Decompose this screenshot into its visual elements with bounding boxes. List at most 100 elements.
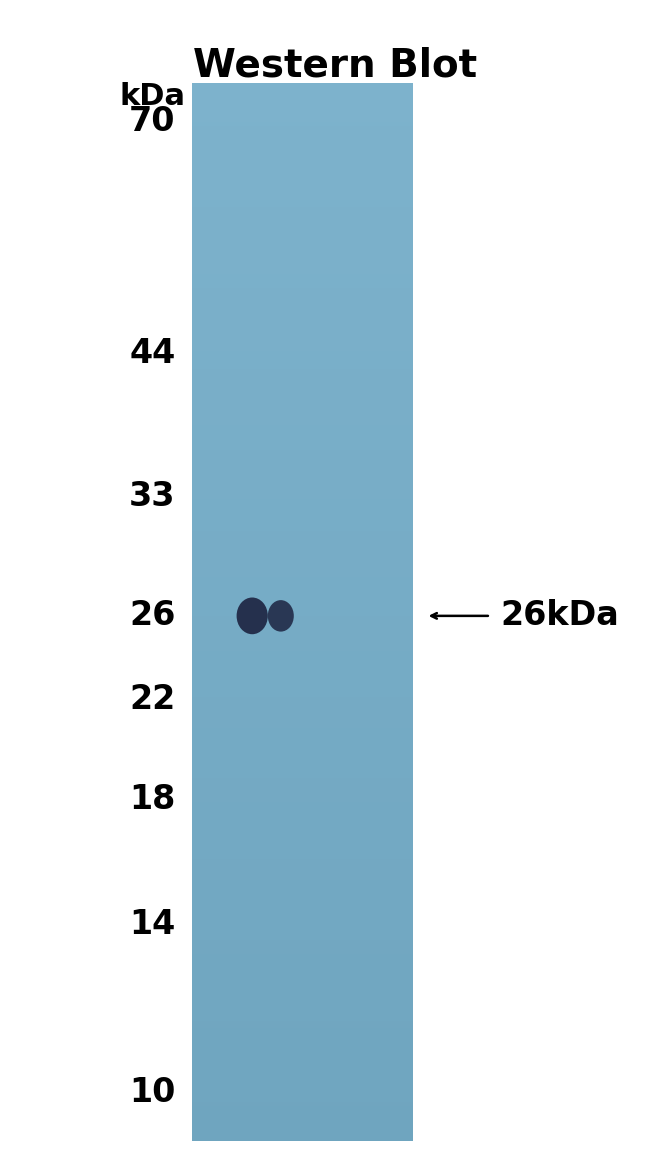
Bar xyxy=(192,774,413,779)
Bar xyxy=(192,122,413,126)
Bar xyxy=(192,298,413,302)
Bar xyxy=(192,499,413,504)
Bar xyxy=(192,989,413,993)
Bar xyxy=(192,302,413,305)
Bar xyxy=(192,778,413,782)
Bar xyxy=(192,1032,413,1035)
Bar xyxy=(192,870,413,873)
Bar xyxy=(192,365,413,370)
Bar xyxy=(192,1056,413,1060)
Bar xyxy=(192,1004,413,1007)
Bar xyxy=(192,1126,413,1131)
Bar xyxy=(192,1123,413,1128)
Bar xyxy=(192,319,413,324)
Bar xyxy=(192,281,413,285)
Bar xyxy=(192,271,413,274)
Bar xyxy=(192,112,413,115)
Bar xyxy=(192,795,413,800)
Bar xyxy=(192,926,413,930)
Bar xyxy=(192,305,413,309)
Bar xyxy=(192,891,413,894)
Bar xyxy=(192,354,413,359)
Bar xyxy=(192,943,413,948)
Bar xyxy=(192,1084,413,1089)
Bar xyxy=(192,347,413,352)
Bar xyxy=(192,312,413,317)
Bar xyxy=(192,574,413,577)
Bar xyxy=(192,560,413,563)
Bar xyxy=(192,398,413,401)
Bar xyxy=(192,619,413,624)
Bar xyxy=(192,1074,413,1079)
Bar xyxy=(192,538,413,542)
Bar xyxy=(192,443,413,447)
Bar xyxy=(192,637,413,641)
Bar xyxy=(192,609,413,612)
Bar xyxy=(192,686,413,690)
Bar xyxy=(192,220,413,225)
Bar xyxy=(192,704,413,708)
Bar xyxy=(192,633,413,638)
Bar xyxy=(192,133,413,136)
Bar xyxy=(192,457,413,461)
Bar xyxy=(192,253,413,257)
Bar xyxy=(192,1021,413,1025)
Bar xyxy=(192,894,413,898)
Bar xyxy=(192,647,413,652)
Bar xyxy=(192,806,413,810)
Bar xyxy=(192,954,413,958)
Bar xyxy=(192,98,413,101)
Bar xyxy=(192,961,413,965)
Bar xyxy=(192,1077,413,1082)
Bar xyxy=(192,880,413,884)
Bar xyxy=(192,520,413,525)
Bar xyxy=(192,288,413,292)
Bar xyxy=(192,1028,413,1032)
Bar xyxy=(192,743,413,746)
Bar xyxy=(192,178,413,183)
Bar xyxy=(192,936,413,941)
Bar xyxy=(192,1081,413,1086)
Bar xyxy=(192,433,413,436)
Text: 44: 44 xyxy=(129,337,176,370)
Bar xyxy=(192,830,413,835)
Bar xyxy=(192,788,413,793)
Bar xyxy=(192,485,413,490)
Bar xyxy=(192,126,413,129)
Bar xyxy=(192,757,413,760)
Bar xyxy=(192,295,413,298)
Bar xyxy=(192,527,413,532)
Bar xyxy=(192,227,413,232)
Bar xyxy=(192,546,413,549)
Bar xyxy=(192,285,413,288)
Bar xyxy=(192,968,413,972)
Bar xyxy=(192,785,413,789)
Bar xyxy=(192,623,413,627)
Text: 33: 33 xyxy=(129,480,176,513)
Bar xyxy=(192,750,413,753)
Bar xyxy=(192,415,413,419)
Bar xyxy=(192,591,413,595)
Bar xyxy=(192,108,413,112)
Bar xyxy=(192,185,413,190)
Bar xyxy=(192,856,413,859)
Bar xyxy=(192,1018,413,1021)
Bar xyxy=(192,866,413,870)
Bar xyxy=(192,192,413,197)
Bar xyxy=(192,1014,413,1018)
Text: 14: 14 xyxy=(129,908,176,941)
Bar xyxy=(192,210,413,215)
Bar xyxy=(192,422,413,426)
Bar xyxy=(192,640,413,645)
Bar xyxy=(192,136,413,140)
Bar xyxy=(192,1063,413,1067)
Bar xyxy=(192,584,413,588)
Bar xyxy=(192,675,413,680)
Bar xyxy=(192,549,413,553)
Bar xyxy=(192,912,413,915)
Text: 18: 18 xyxy=(129,782,176,816)
Bar xyxy=(192,391,413,394)
Bar xyxy=(192,478,413,483)
Bar xyxy=(192,382,413,387)
Bar xyxy=(192,292,413,295)
